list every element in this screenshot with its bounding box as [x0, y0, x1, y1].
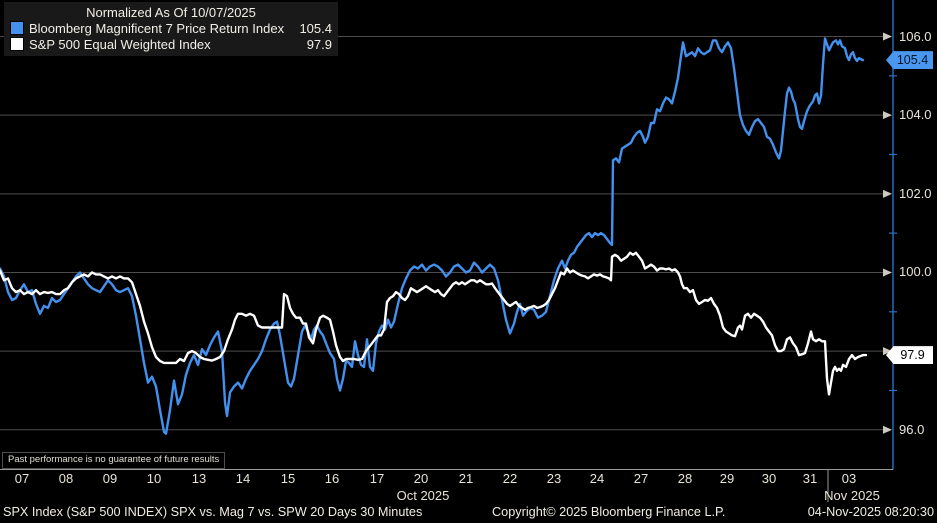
series-line-1[interactable]	[0, 251, 868, 396]
gridline-arrow-icon	[883, 347, 892, 356]
x-day-label: 13	[191, 471, 207, 486]
x-day-label: 03	[841, 471, 857, 486]
x-day-label: 07	[14, 471, 30, 486]
last-value-tag: 97.9	[886, 346, 933, 365]
x-day-label: 17	[369, 471, 385, 486]
x-day-label: 27	[633, 471, 649, 486]
x-day-label: 24	[589, 471, 605, 486]
x-day-label: 29	[719, 471, 735, 486]
series-line-0[interactable]	[0, 37, 865, 435]
gridline-arrow-icon	[883, 189, 892, 198]
footer-timestamp: 04-Nov-2025 08:20:30	[807, 505, 934, 519]
legend-item-1[interactable]: S&P 500 Equal Weighted Index 97.9	[10, 36, 332, 52]
legend-swatch-icon	[10, 21, 24, 35]
gridline-arrow-icon	[883, 32, 892, 41]
last-value-tag: 105.4	[886, 51, 933, 70]
x-day-label: 08	[58, 471, 74, 486]
legend-swatch-icon	[10, 37, 24, 51]
legend-normalized-title: Normalized As Of 10/07/2025	[86, 5, 256, 20]
y-tick-label: 102.0	[899, 185, 932, 201]
gridline-arrow-icon	[883, 111, 892, 120]
y-tick-label: 96.0	[899, 421, 925, 437]
x-day-label: 23	[546, 471, 562, 486]
legend-item-label: Bloomberg Magnificent 7 Price Return Ind…	[29, 20, 285, 36]
x-day-label: 15	[280, 471, 296, 486]
y-tick-label: 100.0	[899, 264, 932, 280]
x-day-label: 22	[502, 471, 518, 486]
x-month-label: Nov 2025	[824, 488, 880, 503]
y-tick-label: 104.0	[899, 107, 932, 123]
x-day-label: 21	[458, 471, 474, 486]
x-day-label: 20	[413, 471, 429, 486]
gridline-arrow-icon	[883, 425, 892, 434]
x-day-label: 28	[677, 471, 693, 486]
x-day-label: 31	[802, 471, 818, 486]
legend-item-value: 105.4	[299, 20, 332, 36]
legend-item-0[interactable]: Bloomberg Magnificent 7 Price Return Ind…	[10, 20, 332, 36]
legend-item-value: 97.9	[306, 36, 332, 52]
x-day-label: 09	[102, 471, 118, 486]
x-day-label: 30	[761, 471, 777, 486]
footer-copyright: Copyright© 2025 Bloomberg Finance L.P.	[492, 505, 726, 519]
past-performance-disclaimer: Past performance is no guarantee of futu…	[2, 452, 226, 469]
x-day-label: 10	[146, 471, 162, 486]
gridline-arrow-icon	[883, 268, 892, 277]
footer-security-description: SPX Index (S&P 500 INDEX) SPX vs. Mag 7 …	[3, 505, 423, 519]
x-day-label: 16	[324, 471, 340, 486]
chart-legend: Normalized As Of 10/07/2025 Bloomberg Ma…	[4, 2, 338, 56]
legend-item-label: S&P 500 Equal Weighted Index	[29, 36, 211, 52]
x-day-label: 14	[235, 471, 251, 486]
x-month-label: Oct 2025	[396, 488, 450, 503]
legend-rows: Bloomberg Magnificent 7 Price Return Ind…	[10, 20, 332, 52]
y-tick-label: 106.0	[899, 28, 932, 44]
